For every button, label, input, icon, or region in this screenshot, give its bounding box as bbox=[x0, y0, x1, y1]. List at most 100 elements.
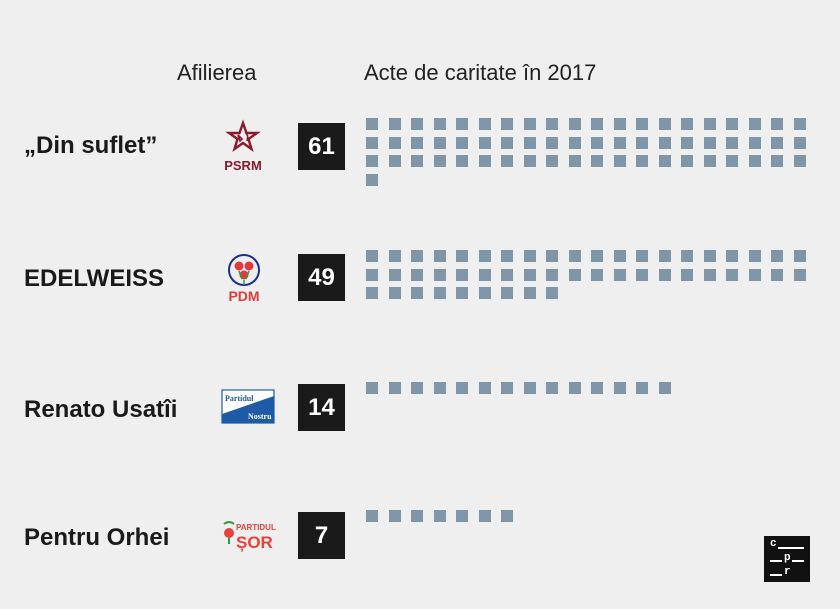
psrm-star-icon: PSRM bbox=[224, 119, 262, 173]
unit-square bbox=[366, 174, 378, 186]
chart-row: Renato Usatîi Partidul Nostru 14 bbox=[0, 382, 840, 462]
unit-square bbox=[456, 250, 468, 262]
unit-square bbox=[456, 382, 468, 394]
unit-square bbox=[569, 269, 581, 281]
unit-square bbox=[366, 382, 378, 394]
header-affiliation: Afilierea bbox=[177, 60, 257, 85]
partidul-sor-logo: PARTIDUL ȘOR bbox=[212, 510, 280, 570]
unit-square bbox=[479, 382, 491, 394]
pdm-roses-icon: PDM bbox=[228, 254, 260, 304]
svg-text:PDM: PDM bbox=[228, 288, 259, 304]
unit-square bbox=[411, 510, 423, 522]
unit-square bbox=[681, 155, 693, 167]
unit-square bbox=[749, 137, 761, 149]
unit-square bbox=[524, 250, 536, 262]
count-badge: 49 bbox=[298, 254, 345, 301]
unit-square bbox=[794, 137, 806, 149]
unit-square bbox=[636, 137, 648, 149]
unit-square bbox=[681, 250, 693, 262]
chart-row: EDELWEISS PDM 49 bbox=[0, 250, 840, 330]
unit-square bbox=[591, 118, 603, 130]
unit-square bbox=[501, 287, 513, 299]
unit-square bbox=[479, 287, 491, 299]
unit-square bbox=[614, 382, 626, 394]
unit-square bbox=[591, 137, 603, 149]
unit-square bbox=[681, 118, 693, 130]
unit-square bbox=[546, 118, 558, 130]
organization-label: „Din suflet” bbox=[24, 132, 158, 159]
unit-square bbox=[456, 118, 468, 130]
unit-square bbox=[726, 155, 738, 167]
unit-square bbox=[366, 287, 378, 299]
brand-rule bbox=[778, 547, 804, 549]
unit-square bbox=[366, 510, 378, 522]
count-badge: 61 bbox=[298, 123, 345, 170]
brand-letter-p: p bbox=[784, 552, 791, 564]
unit-square bbox=[501, 118, 513, 130]
unit-square bbox=[659, 155, 671, 167]
sor-flower-icon: PARTIDUL ȘOR bbox=[223, 521, 276, 552]
unit-square bbox=[434, 287, 446, 299]
unit-square bbox=[614, 137, 626, 149]
unit-square bbox=[366, 269, 378, 281]
unit-square bbox=[434, 118, 446, 130]
unit-square bbox=[501, 510, 513, 522]
unit-square bbox=[794, 250, 806, 262]
unit-square bbox=[479, 250, 491, 262]
unit-square bbox=[704, 155, 716, 167]
unit-square bbox=[434, 382, 446, 394]
unit-square bbox=[569, 382, 581, 394]
unit-square bbox=[366, 250, 378, 262]
svg-text:PSRM: PSRM bbox=[224, 158, 262, 173]
unit-square bbox=[546, 382, 558, 394]
unit-square bbox=[411, 382, 423, 394]
unit-square bbox=[434, 250, 446, 262]
unit-squares bbox=[366, 510, 816, 590]
unit-square bbox=[501, 137, 513, 149]
unit-squares bbox=[366, 382, 816, 462]
unit-square bbox=[456, 510, 468, 522]
count-badge: 14 bbox=[298, 384, 345, 431]
header-charity-acts: Acte de caritate în 2017 bbox=[364, 60, 597, 85]
brand-rule bbox=[792, 560, 804, 562]
unit-square bbox=[726, 269, 738, 281]
unit-square bbox=[456, 137, 468, 149]
unit-square bbox=[569, 118, 581, 130]
unit-square bbox=[366, 155, 378, 167]
unit-square bbox=[569, 137, 581, 149]
unit-square bbox=[794, 118, 806, 130]
brand-rule bbox=[770, 574, 782, 576]
unit-square bbox=[681, 137, 693, 149]
unit-square bbox=[569, 155, 581, 167]
unit-square bbox=[591, 155, 603, 167]
unit-square bbox=[389, 155, 401, 167]
unit-square bbox=[771, 155, 783, 167]
unit-square bbox=[636, 382, 648, 394]
pdm-logo: PDM bbox=[212, 250, 280, 310]
unit-square bbox=[389, 250, 401, 262]
unit-square bbox=[794, 269, 806, 281]
unit-square bbox=[749, 250, 761, 262]
unit-square bbox=[614, 269, 626, 281]
unit-squares bbox=[366, 118, 816, 198]
unit-square bbox=[659, 118, 671, 130]
svg-text:PARTIDUL: PARTIDUL bbox=[236, 523, 276, 532]
unit-square bbox=[749, 118, 761, 130]
unit-square bbox=[546, 250, 558, 262]
unit-square bbox=[501, 250, 513, 262]
unit-square bbox=[389, 510, 401, 522]
unit-square bbox=[771, 269, 783, 281]
unit-square bbox=[411, 250, 423, 262]
unit-square bbox=[726, 137, 738, 149]
organization-label: Renato Usatîi bbox=[24, 396, 178, 423]
unit-square bbox=[614, 250, 626, 262]
unit-square bbox=[434, 510, 446, 522]
brand-rule bbox=[770, 560, 782, 562]
unit-square bbox=[389, 269, 401, 281]
unit-square bbox=[659, 269, 671, 281]
unit-square bbox=[456, 287, 468, 299]
unit-square bbox=[524, 269, 536, 281]
svg-text:Nostru: Nostru bbox=[248, 412, 272, 421]
unit-square bbox=[389, 287, 401, 299]
unit-square bbox=[771, 137, 783, 149]
